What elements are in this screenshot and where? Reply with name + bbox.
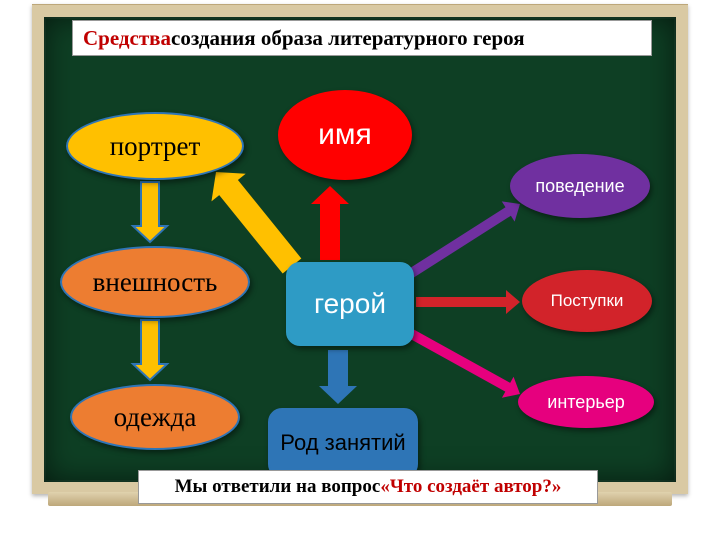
title-rest: создания образа литературного героя [171,26,525,51]
node-occupation: Род занятий [268,408,418,478]
node-hero: герой [286,262,414,346]
stage: Средства создания образа литературного г… [0,0,720,540]
node-interior: интерьер [518,376,654,428]
title-highlight: Средства [83,26,171,51]
node-behavior: поведение [510,154,650,218]
node-clothes: одежда [70,384,240,450]
footer-plain: Мы ответили на вопрос [175,476,381,498]
footer-bar: Мы ответили на вопрос «Что создаёт автор… [138,470,598,504]
node-appearance: внешность [60,246,250,318]
title-bar: Средства создания образа литературного г… [72,20,652,56]
node-name: имя [278,90,412,180]
node-portrait: портрет [66,112,244,180]
footer-highlight: «Что создаёт автор?» [380,476,561,498]
node-acts: Поступки [522,270,652,332]
